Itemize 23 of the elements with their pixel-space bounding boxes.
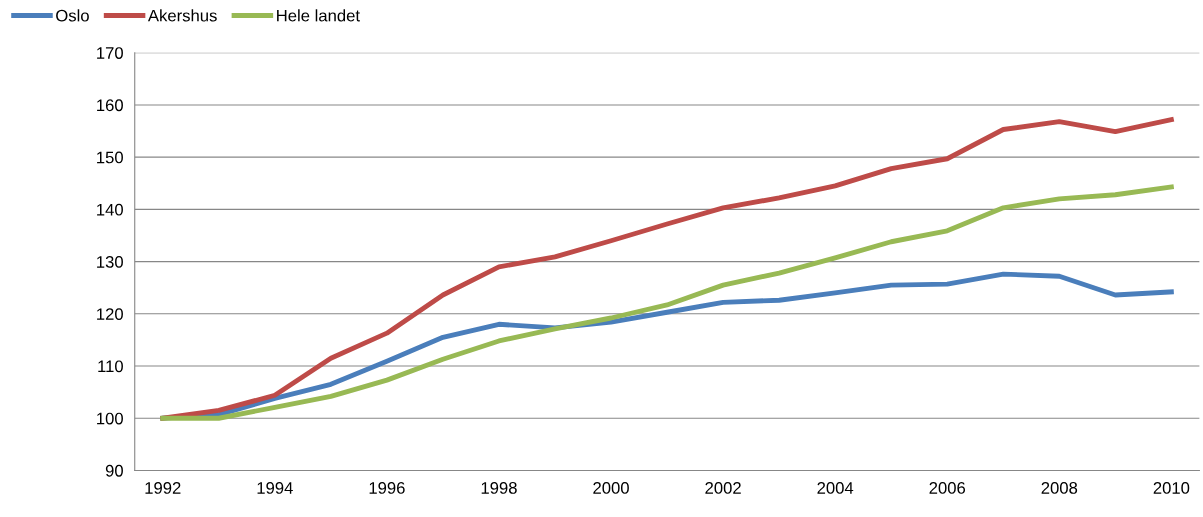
x-tick-label: 2006 bbox=[929, 482, 966, 494]
legend-label: Hele landet bbox=[277, 9, 360, 22]
y-tick-label: 160 bbox=[97, 99, 123, 112]
y-tick-label: 130 bbox=[97, 256, 123, 268]
x-tick-label: 1998 bbox=[481, 482, 517, 494]
legend-label: Oslo bbox=[56, 9, 89, 22]
y-tick-label: 120 bbox=[97, 308, 123, 321]
x-tick-label: 2010 bbox=[1153, 482, 1190, 494]
y-tick-label: 110 bbox=[98, 360, 123, 373]
y-tick-label: 150 bbox=[97, 151, 123, 164]
x-tick-label: 1994 bbox=[257, 482, 293, 494]
x-tick-label: 1992 bbox=[145, 482, 181, 494]
x-tick-label: 2008 bbox=[1041, 482, 1078, 494]
y-tick-label: 100 bbox=[97, 412, 123, 425]
x-tick-label: 2000 bbox=[593, 482, 629, 494]
legend-label: Akershus bbox=[147, 9, 217, 22]
x-tick-label: 2004 bbox=[817, 482, 854, 494]
line-series bbox=[160, 184, 1174, 421]
x-tick-label: 2002 bbox=[705, 482, 741, 494]
y-tick-label: 90 bbox=[105, 464, 123, 477]
y-tick-label: 170 bbox=[97, 47, 123, 59]
y-tick-label: 140 bbox=[97, 203, 123, 216]
x-tick-label: 1996 bbox=[369, 482, 405, 494]
